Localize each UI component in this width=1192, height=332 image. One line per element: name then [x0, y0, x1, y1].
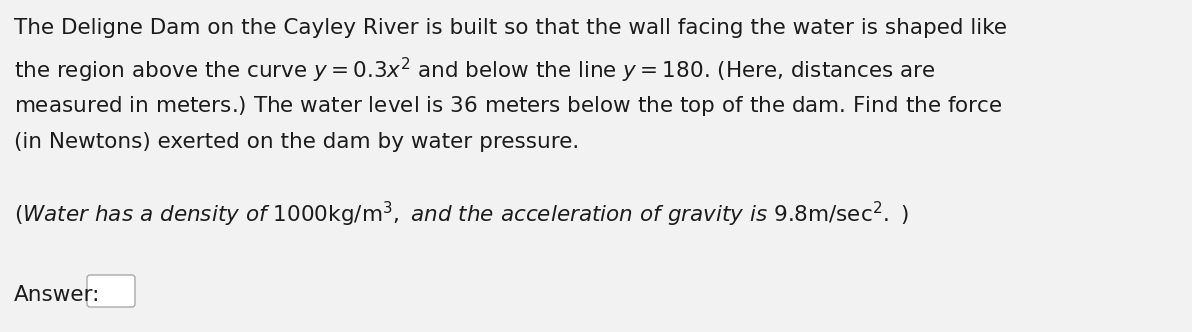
Text: $(Water\ has\ a\ density\ of\ 1000\mathrm{kg/m}^3,\ and\ the\ acceleration\ of\ : $(Water\ has\ a\ density\ of\ 1000\mathr…: [14, 200, 908, 229]
Text: measured in meters.) The water level is $36$ meters below the top of the dam. Fi: measured in meters.) The water level is …: [14, 94, 1002, 118]
Text: (in Newtons) exerted on the dam by water pressure.: (in Newtons) exerted on the dam by water…: [14, 132, 579, 152]
Text: Answer:: Answer:: [14, 285, 100, 305]
Text: The Deligne Dam on the Cayley River is built so that the wall facing the water i: The Deligne Dam on the Cayley River is b…: [14, 18, 1007, 38]
FancyBboxPatch shape: [87, 275, 135, 307]
Text: the region above the curve $y = 0.3x^2$ and below the line $y = 180$. (Here, dis: the region above the curve $y = 0.3x^2$ …: [14, 56, 936, 85]
